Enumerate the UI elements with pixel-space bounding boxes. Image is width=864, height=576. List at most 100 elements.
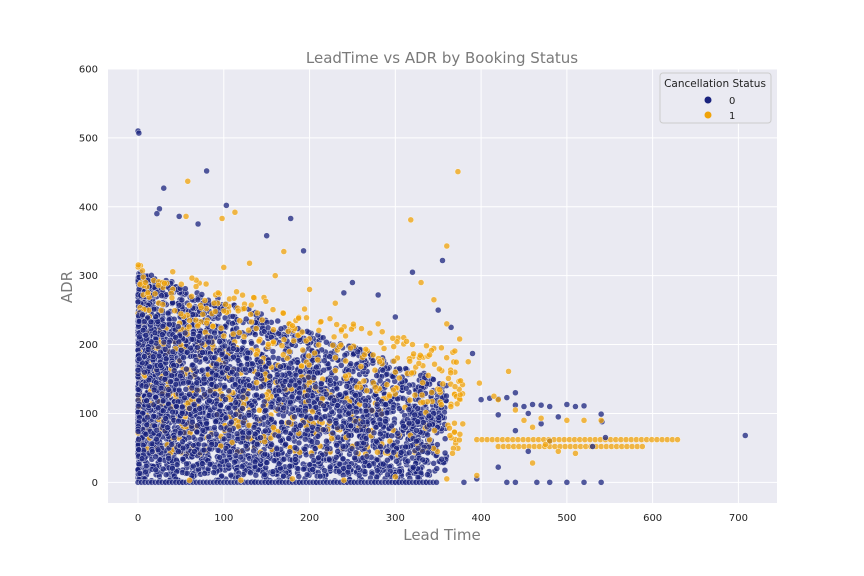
point-series-0 — [334, 434, 342, 441]
point-series-0 — [318, 380, 325, 387]
point-series-0 — [338, 362, 345, 369]
point-series-1 — [303, 314, 310, 321]
point-series-0 — [222, 414, 230, 421]
point-series-1 — [306, 286, 313, 293]
point-series-1 — [169, 268, 176, 275]
point-series-1 — [597, 417, 605, 424]
point-series-0 — [181, 394, 188, 402]
point-series-1 — [222, 301, 229, 308]
point-series-0 — [742, 432, 749, 439]
point-series-0 — [414, 445, 422, 452]
point-series-0 — [503, 394, 511, 401]
point-series-1 — [512, 406, 519, 414]
point-series-0 — [320, 426, 327, 433]
legend-label-0: 0 — [729, 96, 735, 107]
point-series-0 — [232, 452, 240, 459]
point-series-0 — [252, 472, 260, 479]
point-series-0 — [257, 358, 264, 366]
point-series-0 — [315, 454, 322, 461]
point-series-1 — [542, 441, 549, 448]
y-tick-label: 500 — [79, 133, 98, 144]
point-series-0 — [580, 479, 588, 486]
point-series-1 — [155, 282, 162, 289]
point-series-0 — [198, 291, 206, 298]
point-series-1 — [639, 443, 646, 450]
point-series-0 — [323, 339, 330, 346]
point-series-1 — [409, 341, 416, 348]
point-series-0 — [149, 448, 156, 455]
point-series-0 — [397, 449, 405, 456]
point-series-0 — [162, 355, 170, 362]
point-series-0 — [150, 386, 158, 394]
y-tick-label: 300 — [79, 271, 98, 282]
point-series-1 — [520, 417, 528, 424]
point-series-1 — [419, 399, 427, 406]
point-series-1 — [456, 335, 463, 343]
point-series-0 — [144, 346, 152, 353]
point-series-0 — [388, 432, 395, 439]
point-series-1 — [285, 328, 292, 335]
point-series-0 — [206, 387, 214, 395]
point-series-0 — [220, 435, 228, 443]
point-series-1 — [258, 316, 266, 324]
point-series-0 — [238, 463, 246, 470]
point-series-0 — [157, 362, 164, 369]
point-series-0 — [159, 397, 167, 404]
point-series-0 — [297, 422, 304, 429]
point-series-0 — [332, 420, 340, 427]
point-series-1 — [392, 473, 399, 481]
point-series-1 — [332, 367, 339, 374]
point-series-0 — [396, 468, 403, 475]
point-series-0 — [309, 466, 316, 473]
point-series-1 — [456, 431, 464, 438]
legend-label-1: 1 — [729, 111, 735, 122]
point-series-0 — [377, 443, 384, 450]
point-series-0 — [247, 469, 254, 476]
point-series-0 — [341, 351, 349, 359]
point-series-0 — [384, 457, 391, 464]
point-series-0 — [250, 447, 257, 455]
point-series-0 — [216, 338, 223, 345]
point-series-0 — [155, 352, 163, 360]
point-series-0 — [165, 386, 172, 393]
point-series-0 — [139, 311, 146, 319]
point-series-0 — [211, 424, 218, 431]
point-series-0 — [345, 410, 352, 417]
point-series-0 — [346, 403, 353, 411]
point-series-0 — [158, 390, 166, 397]
point-series-0 — [277, 325, 285, 333]
point-series-0 — [208, 441, 215, 448]
point-series-1 — [236, 317, 243, 324]
point-series-0 — [369, 357, 377, 364]
point-series-0 — [222, 396, 229, 403]
point-series-0 — [305, 374, 312, 381]
point-series-0 — [321, 467, 328, 474]
point-series-0 — [430, 376, 437, 383]
point-series-1 — [389, 335, 396, 342]
point-series-0 — [135, 436, 142, 443]
point-series-1 — [417, 352, 424, 359]
point-series-1 — [342, 332, 349, 340]
point-series-1 — [362, 346, 369, 353]
point-series-0 — [202, 355, 209, 362]
point-series-0 — [285, 435, 292, 442]
point-series-0 — [216, 454, 223, 461]
point-series-0 — [266, 373, 274, 380]
point-series-0 — [199, 460, 206, 467]
point-series-0 — [300, 247, 307, 255]
point-series-0 — [212, 383, 220, 390]
point-series-1 — [337, 341, 345, 349]
point-series-0 — [189, 361, 196, 369]
y-tick-label: 200 — [79, 340, 98, 351]
point-series-0 — [347, 422, 354, 430]
point-series-0 — [175, 417, 182, 425]
point-series-0 — [264, 324, 272, 331]
point-series-0 — [149, 353, 157, 360]
point-series-0 — [193, 428, 201, 436]
point-series-0 — [340, 289, 348, 297]
point-series-0 — [147, 318, 155, 326]
point-series-1 — [214, 289, 222, 297]
point-series-0 — [290, 426, 298, 434]
point-series-1 — [245, 326, 252, 334]
y-axis-label: ADR — [58, 271, 76, 303]
